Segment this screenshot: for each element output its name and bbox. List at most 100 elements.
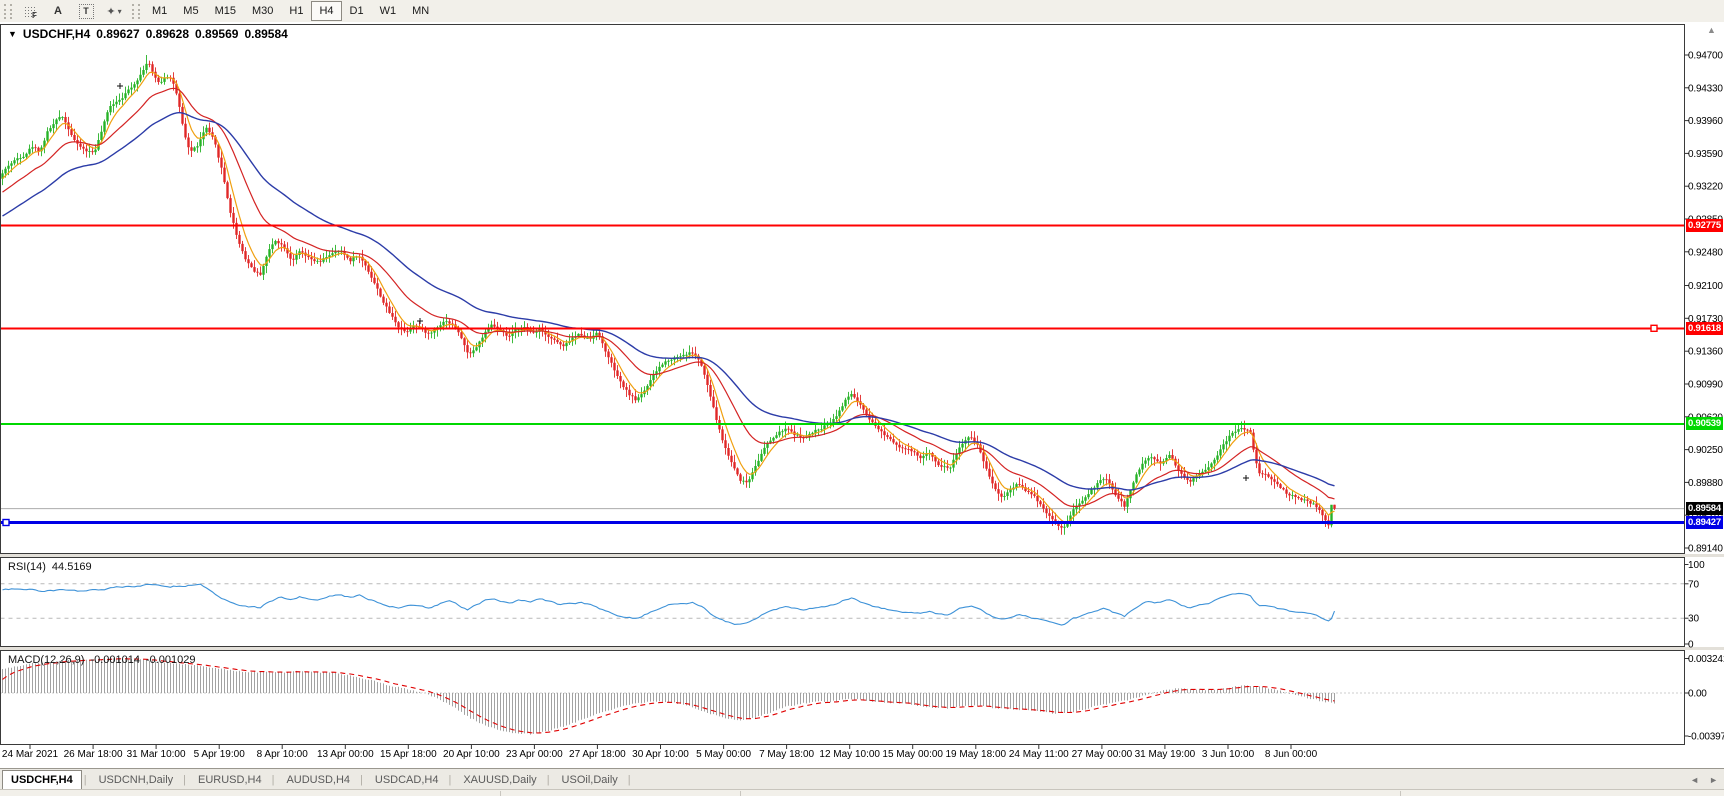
macd-axis-label: 0.003241 bbox=[1688, 654, 1724, 665]
timeframe-d1-button[interactable]: D1 bbox=[349, 5, 364, 17]
ma-fast-line bbox=[2, 71, 1335, 523]
panel-border-1 bbox=[0, 557, 1685, 647]
tab-separator: | bbox=[83, 773, 87, 786]
tab-separator: | bbox=[627, 773, 631, 786]
time-axis-label: 13 Apr 00:00 bbox=[317, 749, 374, 760]
time-axis-label: 15 Apr 18:00 bbox=[380, 749, 437, 760]
time-axis-label: 3 Jun 10:00 bbox=[1202, 749, 1255, 760]
price-axis-label: 0.91730 bbox=[1688, 314, 1723, 325]
macd-indicator-label: MACD(12,26,9) -0.001014 -0.001029 bbox=[8, 654, 196, 666]
price-axis-label: 0.94700 bbox=[1688, 51, 1723, 62]
text-tool-button[interactable]: A bbox=[44, 1, 72, 21]
tab-separator: | bbox=[271, 773, 275, 786]
price-axis-label: 0.91360 bbox=[1688, 347, 1723, 358]
timeframe-m15-button[interactable]: M15 bbox=[214, 5, 236, 17]
ma-slow-line bbox=[2, 111, 1335, 491]
cross-marker-icon[interactable] bbox=[1243, 475, 1249, 481]
time-axis-label: 24 Mar 2021 bbox=[2, 749, 59, 760]
fibonacci-tool-button[interactable]: F bbox=[16, 1, 44, 21]
chart-tab-usdcad[interactable]: USDCAD,H4 bbox=[374, 773, 439, 786]
tab-scroll-arrows: ◄ ► bbox=[1690, 775, 1718, 785]
time-axis-label: 15 May 00:00 bbox=[882, 749, 943, 760]
chart-tab-bar: USDCHF,H4 | USDCNH,Daily | EURUSD,H4 | AUDUSD,… bbox=[0, 768, 1724, 790]
resistance-line-2-price-tag: 0.91618 bbox=[1686, 322, 1723, 335]
text-label-icon: T bbox=[78, 3, 94, 19]
price-axis-label: 0.94330 bbox=[1688, 83, 1723, 94]
toolbar-grip-2[interactable] bbox=[132, 3, 140, 19]
scroll-marker-icon[interactable]: ▲ bbox=[1707, 25, 1716, 35]
macd-axis-label: 0.00 bbox=[1688, 689, 1707, 700]
tab-scroll-left-icon[interactable]: ◄ bbox=[1690, 774, 1700, 785]
time-axis-label: 7 May 18:00 bbox=[759, 749, 814, 760]
price-axis-label: 0.89880 bbox=[1688, 478, 1723, 489]
timeframe-m5-button[interactable]: M5 bbox=[183, 5, 199, 17]
price-axis-label: 0.90250 bbox=[1688, 445, 1723, 456]
support-line-blue-handle[interactable] bbox=[2, 518, 10, 527]
ma-mid-line bbox=[2, 87, 1335, 507]
resistance-line-1-price-tag: 0.92775 bbox=[1686, 219, 1723, 232]
ohlc-open: 0.89627 bbox=[96, 27, 140, 41]
time-axis-label: 31 May 19:00 bbox=[1135, 749, 1196, 760]
chart-title: ▼ USDCHF,H4 0.89627 0.89628 0.89569 0.89… bbox=[8, 27, 288, 41]
panel-border-2 bbox=[0, 650, 1685, 745]
timeframe-h4-button[interactable]: H4 bbox=[311, 1, 342, 21]
rsi-axis-label: 30 bbox=[1688, 614, 1700, 625]
support-line-blue-price-tag: 0.89427 bbox=[1686, 516, 1723, 529]
timeframe-w1-button[interactable]: W1 bbox=[379, 5, 397, 17]
rsi-indicator-label: RSI(14) 44.5169 bbox=[8, 561, 92, 573]
macd-value-1: -0.001014 bbox=[90, 654, 140, 666]
line-studies-toolbar: F A T ✦ ▾ bbox=[16, 1, 128, 21]
rsi-axis-label: 100 bbox=[1688, 560, 1705, 571]
chart-tab-usoil[interactable]: USOil,Daily bbox=[561, 773, 618, 786]
macd-signal-line bbox=[2, 658, 1335, 734]
dropdown-caret-icon[interactable]: ▾ bbox=[117, 6, 122, 16]
rsi-value: 44.5169 bbox=[51, 561, 92, 573]
ohlc-low: 0.89569 bbox=[195, 27, 239, 41]
cross-marker-icon[interactable] bbox=[117, 83, 123, 89]
ohlc-close: 0.89584 bbox=[244, 27, 288, 41]
price-axis-label: 0.89140 bbox=[1688, 544, 1723, 555]
time-axis-label: 8 Apr 10:00 bbox=[257, 749, 309, 760]
chart-tab-usdchf[interactable]: USDCHF,H4 bbox=[2, 769, 82, 790]
price-axis-label: 0.92100 bbox=[1688, 281, 1723, 292]
resistance-line-2-handle[interactable] bbox=[1650, 324, 1658, 332]
chart-tab-xauusd[interactable]: XAUUSD,Daily bbox=[463, 773, 537, 786]
time-axis-label: 23 Apr 00:00 bbox=[506, 749, 563, 760]
chart-tab-audusd[interactable]: AUDUSD,H4 bbox=[286, 773, 351, 786]
tab-separator: | bbox=[360, 773, 363, 786]
status-bar bbox=[0, 789, 1724, 796]
rsi-axis-label: 70 bbox=[1688, 579, 1700, 590]
tab-scroll-right-icon[interactable]: ► bbox=[1709, 774, 1718, 785]
time-axis-label: 26 Mar 18:00 bbox=[64, 749, 123, 760]
price-axis-label: 0.93590 bbox=[1688, 149, 1723, 160]
timeframe-mn-button[interactable]: MN bbox=[412, 5, 430, 17]
timeframe-m30-button[interactable]: M30 bbox=[251, 5, 274, 17]
time-axis-label: 12 May 10:00 bbox=[819, 749, 880, 760]
chart-collapse-icon[interactable]: ▼ bbox=[8, 29, 17, 39]
rsi-name: RSI(14) bbox=[8, 561, 46, 573]
tab-separator: | bbox=[546, 773, 550, 786]
arrows-tool-button[interactable]: ✦ ▾ bbox=[100, 1, 128, 21]
price-axis-label: 0.90990 bbox=[1688, 380, 1723, 391]
cross-marker-icon[interactable] bbox=[417, 318, 423, 324]
time-axis-label: 24 May 11:00 bbox=[1009, 749, 1069, 760]
timeframe-m1-button[interactable]: M1 bbox=[152, 5, 168, 17]
text-icon: A bbox=[54, 5, 62, 17]
rsi-line bbox=[2, 583, 1336, 626]
time-axis-label: 30 Apr 10:00 bbox=[632, 749, 689, 760]
text-label-tool-button[interactable]: T bbox=[72, 1, 100, 21]
toolbar-grip[interactable] bbox=[4, 3, 12, 19]
macd-axis-label: -0.003976 bbox=[1688, 732, 1724, 743]
chart-tab-usdcnh[interactable]: USDCNH,Daily bbox=[98, 773, 174, 786]
chart-tab-eurusd[interactable]: EURUSD,H4 bbox=[198, 773, 262, 786]
ohlc-high: 0.89628 bbox=[145, 27, 190, 41]
panel-border-0 bbox=[0, 24, 1685, 554]
svg-text:F: F bbox=[32, 11, 37, 19]
time-axis-label: 20 Apr 10:00 bbox=[443, 749, 500, 760]
timeframe-h1-button[interactable]: H1 bbox=[289, 5, 304, 17]
current-price-tag: 0.89584 bbox=[1686, 502, 1723, 515]
price-axis-label: 0.93220 bbox=[1688, 182, 1723, 193]
arrows-icon: ✦ bbox=[106, 5, 116, 18]
